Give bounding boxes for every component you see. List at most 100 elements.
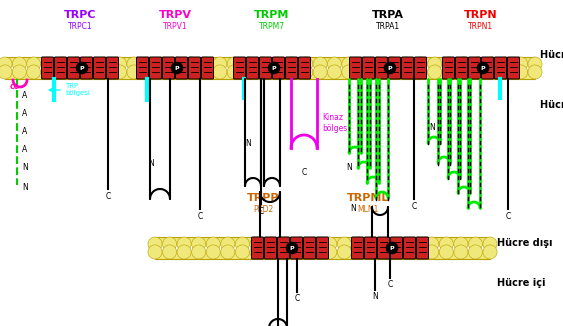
FancyBboxPatch shape [260, 57, 271, 79]
Circle shape [55, 57, 69, 71]
Circle shape [177, 245, 191, 259]
Bar [5, 65, 535, 71]
Circle shape [513, 65, 528, 79]
Circle shape [191, 237, 205, 251]
Circle shape [352, 237, 366, 251]
Circle shape [227, 65, 241, 79]
FancyBboxPatch shape [443, 57, 454, 79]
Circle shape [425, 237, 439, 251]
Text: A: A [22, 145, 27, 155]
FancyBboxPatch shape [247, 57, 258, 79]
Circle shape [256, 57, 270, 71]
Circle shape [177, 237, 191, 251]
Text: C: C [105, 192, 110, 201]
FancyBboxPatch shape [391, 237, 403, 259]
Text: C: C [258, 207, 263, 216]
Circle shape [337, 237, 351, 251]
Text: TRPA: TRPA [372, 10, 404, 20]
Text: TRPV: TRPV [159, 10, 191, 20]
Circle shape [471, 57, 485, 71]
Circle shape [84, 57, 98, 71]
Circle shape [425, 245, 439, 259]
FancyBboxPatch shape [404, 237, 415, 259]
Text: TRPA1: TRPA1 [376, 22, 400, 31]
Circle shape [323, 245, 337, 259]
Circle shape [199, 65, 213, 79]
Text: P: P [80, 66, 84, 70]
Text: P: P [388, 66, 392, 70]
Circle shape [299, 65, 313, 79]
Text: C: C [198, 212, 203, 221]
Circle shape [221, 245, 235, 259]
Text: P: P [290, 245, 294, 250]
Circle shape [0, 65, 12, 79]
Text: TRPV1: TRPV1 [163, 22, 187, 31]
FancyBboxPatch shape [285, 57, 297, 79]
FancyBboxPatch shape [93, 57, 105, 79]
FancyBboxPatch shape [42, 57, 53, 79]
Circle shape [396, 245, 410, 259]
Circle shape [410, 245, 424, 259]
Text: N: N [346, 164, 352, 172]
Circle shape [399, 57, 413, 71]
Circle shape [457, 65, 471, 79]
FancyBboxPatch shape [414, 57, 427, 79]
Circle shape [439, 237, 453, 251]
Text: N: N [429, 124, 435, 132]
Circle shape [213, 65, 227, 79]
Circle shape [41, 65, 55, 79]
Text: N: N [245, 139, 251, 147]
Circle shape [41, 57, 55, 71]
Text: Hücre içi: Hücre içi [540, 100, 563, 110]
Text: N: N [350, 204, 356, 213]
Bar [155, 245, 490, 251]
Text: Hücre dışı: Hücre dışı [540, 50, 563, 60]
Text: TRPN1: TRPN1 [468, 22, 494, 31]
Circle shape [127, 65, 141, 79]
Text: P: P [481, 66, 485, 70]
Circle shape [0, 57, 12, 71]
Circle shape [113, 65, 127, 79]
Circle shape [148, 245, 162, 259]
Circle shape [356, 65, 370, 79]
Circle shape [528, 65, 542, 79]
Circle shape [155, 65, 169, 79]
Circle shape [442, 57, 456, 71]
Circle shape [428, 57, 442, 71]
Circle shape [308, 237, 322, 251]
Circle shape [342, 65, 356, 79]
FancyBboxPatch shape [298, 57, 311, 79]
Bar [155, 237, 490, 259]
Circle shape [279, 237, 293, 251]
Circle shape [171, 62, 183, 74]
Text: Hücre dışı: Hücre dışı [497, 238, 552, 248]
Text: PKD2: PKD2 [253, 205, 273, 214]
Circle shape [70, 65, 84, 79]
Text: TRP
bölgesi: TRP bölgesi [65, 83, 90, 96]
FancyBboxPatch shape [378, 237, 390, 259]
FancyBboxPatch shape [55, 57, 66, 79]
Circle shape [367, 245, 381, 259]
Circle shape [454, 245, 468, 259]
Circle shape [55, 65, 69, 79]
Circle shape [468, 237, 482, 251]
Circle shape [337, 245, 351, 259]
Circle shape [385, 65, 399, 79]
Circle shape [141, 65, 155, 79]
Circle shape [284, 57, 298, 71]
FancyBboxPatch shape [316, 237, 328, 259]
Text: cc: cc [10, 82, 19, 91]
Circle shape [485, 57, 499, 71]
Text: N: N [22, 164, 28, 172]
FancyBboxPatch shape [363, 57, 374, 79]
Circle shape [323, 237, 337, 251]
Circle shape [483, 237, 497, 251]
Text: C: C [506, 212, 511, 221]
Circle shape [483, 245, 497, 259]
FancyBboxPatch shape [278, 237, 289, 259]
Circle shape [250, 237, 264, 251]
Circle shape [284, 65, 298, 79]
Circle shape [499, 65, 513, 79]
Circle shape [265, 245, 279, 259]
Circle shape [235, 245, 249, 259]
